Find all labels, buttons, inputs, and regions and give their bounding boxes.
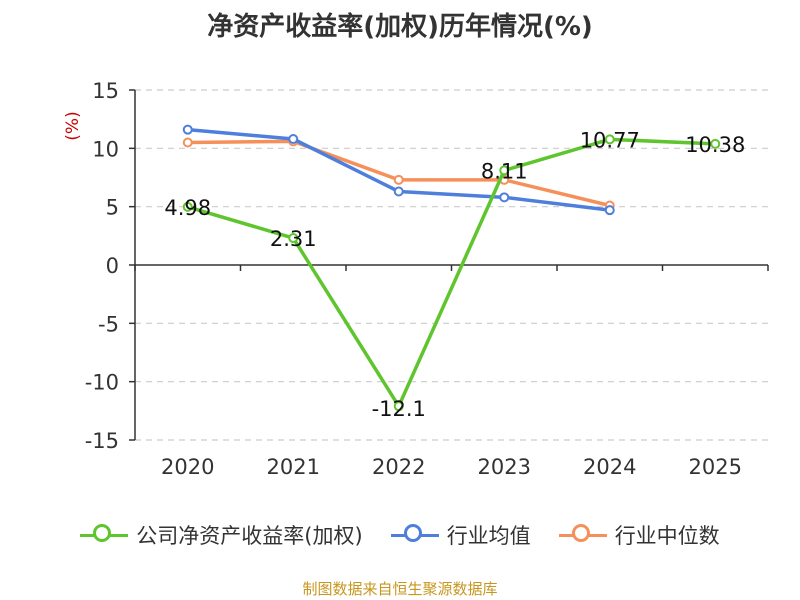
data-point bbox=[499, 192, 510, 203]
data-label: 10.38 bbox=[685, 133, 745, 157]
data-point bbox=[182, 124, 193, 135]
legend-dot bbox=[93, 524, 112, 542]
legend-company-marker-icon bbox=[80, 523, 129, 547]
data-label: 10.77 bbox=[580, 128, 640, 152]
y-tick-label: 15 bbox=[92, 79, 119, 103]
series-line-0 bbox=[187, 137, 716, 408]
source-note: 制图数据来自恒生聚源数据库 bbox=[302, 580, 498, 598]
data-point bbox=[182, 201, 193, 212]
y-tick-label: 10 bbox=[92, 137, 119, 161]
legend-dot bbox=[571, 524, 590, 542]
data-point bbox=[288, 134, 299, 144]
y-axis-label: (%) bbox=[63, 111, 83, 140]
x-tick-label: 2022 bbox=[372, 455, 425, 479]
legend-label-company: 公司净资产收益率(加权) bbox=[136, 524, 363, 548]
y-tick-label: -10 bbox=[85, 371, 119, 395]
legend-label-industry-median: 行业中位数 bbox=[614, 524, 720, 548]
legend-item-industry-mean[interactable]: 行业均值 bbox=[390, 520, 531, 550]
data-label: 8.11 bbox=[481, 159, 528, 183]
data-label: -12.1 bbox=[372, 397, 426, 421]
axes: 15 10 5 0 -5 -10 -15 2020 2021 2022 2023 2024 2025 (%… bbox=[63, 79, 769, 479]
data-point bbox=[182, 137, 193, 148]
x-tick-label: 2024 bbox=[583, 455, 636, 479]
data-point bbox=[499, 165, 510, 176]
data-point bbox=[393, 174, 404, 185]
chart-title: 净资产收益率(加权)历年情况(%) bbox=[207, 12, 593, 42]
legend: 公司净资产收益率(加权) 行业均值 行业中位数 bbox=[0, 520, 800, 550]
data-point bbox=[604, 205, 615, 216]
data-point bbox=[393, 186, 404, 197]
legend-label-industry-mean: 行业均值 bbox=[446, 524, 531, 548]
x-tick-label: 2023 bbox=[478, 455, 531, 479]
x-tick-label: 2020 bbox=[161, 455, 214, 479]
legend-item-industry-median[interactable]: 行业中位数 bbox=[558, 520, 720, 550]
data-point bbox=[604, 134, 615, 145]
data-label: 2.31 bbox=[270, 227, 317, 251]
x-tick-label: 2025 bbox=[689, 455, 742, 479]
data-point bbox=[710, 138, 721, 149]
data-labels: 4.98 2.31 -12.1 8.11 10.77 10.38 bbox=[164, 128, 745, 421]
y-tick-label: -15 bbox=[85, 429, 119, 453]
y-tick-label: -5 bbox=[98, 312, 119, 336]
legend-item-company[interactable]: 公司净资产收益率(加权) bbox=[80, 520, 363, 550]
legend-mean-marker-icon bbox=[390, 523, 439, 547]
legend-dot bbox=[403, 524, 422, 542]
data-point bbox=[288, 233, 299, 244]
data-point bbox=[393, 401, 404, 412]
x-tick-label: 2021 bbox=[267, 455, 320, 479]
data-label: 4.98 bbox=[164, 196, 211, 220]
series-lines bbox=[182, 124, 721, 412]
y-tick-label: 5 bbox=[106, 196, 119, 220]
legend-median-marker-icon bbox=[558, 523, 607, 547]
y-tick-label: 0 bbox=[106, 254, 119, 278]
